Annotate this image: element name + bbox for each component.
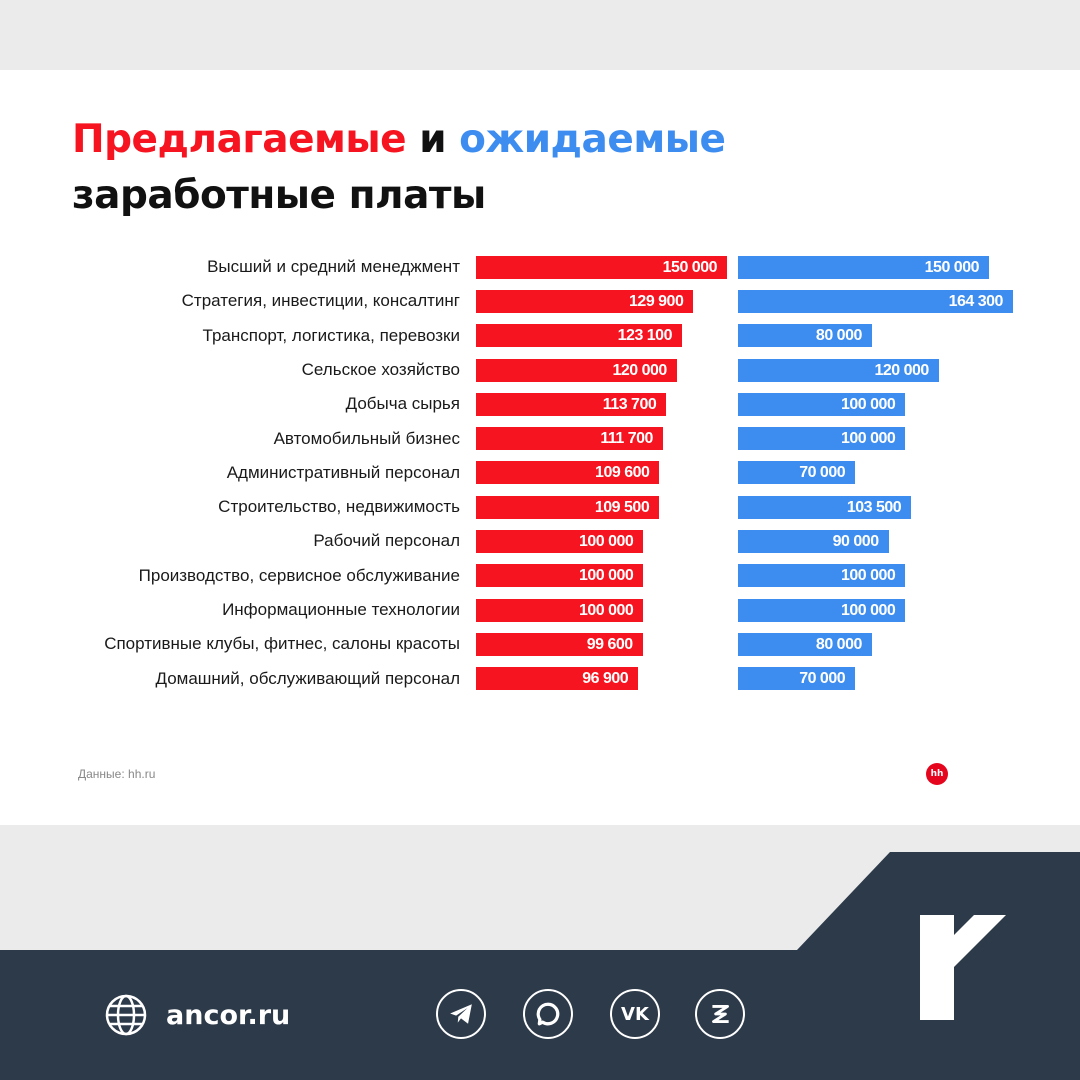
bar-offered: 120 000 xyxy=(476,358,677,382)
bar-value-label: 80 000 xyxy=(815,635,862,653)
bar-value-label: 100 000 xyxy=(840,430,896,448)
category-label: Стратегия, инвестиции, консалтинг xyxy=(181,291,460,311)
bar-value-label: 90 000 xyxy=(832,533,879,551)
bar-expected: 150 000 xyxy=(738,255,989,279)
bar-value-label: 100 000 xyxy=(578,533,634,551)
bar-value-label: 96 900 xyxy=(582,670,629,688)
globe-icon xyxy=(105,994,147,1036)
bar-value-label: 100 000 xyxy=(840,395,896,413)
bar-value-label: 164 300 xyxy=(948,292,1004,310)
bar-expected: 103 500 xyxy=(738,495,912,519)
bar-offered: 129 900 xyxy=(476,289,694,313)
category-label: Домашний, обслуживающий персонал xyxy=(155,668,460,688)
bar-value-label: 103 500 xyxy=(846,498,902,516)
category-label: Автомобильный бизнес xyxy=(273,428,460,448)
bar-value-label: 70 000 xyxy=(799,464,846,482)
category-label: Сельское хозяйство xyxy=(301,359,460,379)
bar-offered: 150 000 xyxy=(476,255,727,279)
bar-value-label: 111 700 xyxy=(600,430,653,448)
category-label: Спортивные клубы, фитнес, салоны красоты xyxy=(104,634,460,654)
bar-expected: 70 000 xyxy=(738,667,856,691)
bar-value-label: 100 000 xyxy=(578,567,634,585)
bar-offered: 99 600 xyxy=(476,632,643,656)
hh-logo: hh xyxy=(926,763,948,785)
bar-value-label: 100 000 xyxy=(840,601,896,619)
bar-offered: 123 100 xyxy=(476,324,682,348)
bar-value-label: 150 000 xyxy=(662,258,718,276)
telegram-icon xyxy=(450,1004,472,1024)
category-label: Производство, сервисное обслуживание xyxy=(138,565,460,585)
bar-offered: 113 700 xyxy=(476,392,667,416)
bar-offered: 100 000 xyxy=(476,530,644,554)
bar-expected: 100 000 xyxy=(738,427,906,451)
footer-banner xyxy=(0,852,1080,1080)
category-label: Рабочий персонал xyxy=(313,531,460,551)
category-label: Информационные технологии xyxy=(222,600,460,619)
bar-expected: 70 000 xyxy=(738,461,856,485)
site-text: ancor.ru xyxy=(166,999,291,1031)
vk-icon: VK xyxy=(621,1003,649,1025)
bar-value-label: 70 000 xyxy=(799,670,846,688)
bar-offered: 111 700 xyxy=(476,427,663,451)
bar-value-label: 113 700 xyxy=(602,395,657,413)
zen-button[interactable] xyxy=(695,989,745,1039)
bar-offered: 96 900 xyxy=(476,667,639,691)
bar-offered: 109 600 xyxy=(476,461,660,485)
bar-value-label: 123 100 xyxy=(617,327,673,345)
zen-icon xyxy=(712,1005,729,1023)
category-label: Высший и средний менеджмент xyxy=(207,257,460,276)
bar-value-label: 100 000 xyxy=(840,567,896,585)
bar-expected: 90 000 xyxy=(738,530,889,554)
telegram-button[interactable] xyxy=(436,989,486,1039)
title-expected: ожидаемые xyxy=(459,117,726,162)
bar-value-label: 99 600 xyxy=(586,635,633,653)
title-conjunction: и xyxy=(406,117,460,162)
bar-expected: 120 000 xyxy=(738,358,939,382)
bar-value-label: 100 000 xyxy=(578,601,634,619)
site-link[interactable]: ancor.ru xyxy=(104,993,290,1037)
bar-expected: 164 300 xyxy=(738,289,1013,313)
bar-expected: 100 000 xyxy=(738,598,906,622)
bar-value-label: 80 000 xyxy=(815,327,862,345)
bar-value-label: 120 000 xyxy=(612,361,667,379)
bar-offered: 109 500 xyxy=(476,495,660,519)
max-button[interactable] xyxy=(523,989,573,1039)
max-messenger-icon xyxy=(536,1002,560,1026)
bar-value-label: 120 000 xyxy=(874,361,929,379)
chart-title: Предлагаемые и ожидаемые заработные платы xyxy=(72,112,726,224)
category-label: Строительство, недвижимость xyxy=(218,497,460,517)
ancor-logo xyxy=(920,915,1006,1020)
bar-expected: 100 000 xyxy=(738,564,906,588)
bar-expected: 80 000 xyxy=(738,632,872,656)
category-label: Добыча сырья xyxy=(345,394,460,414)
bar-expected: 100 000 xyxy=(738,392,906,416)
title-line2: заработные платы xyxy=(72,173,486,218)
vk-button[interactable]: VK xyxy=(610,989,660,1039)
source-note: Данные: hh.ru xyxy=(78,767,156,781)
bar-offered: 100 000 xyxy=(476,598,644,622)
bar-offered: 100 000 xyxy=(476,564,644,588)
bar-value-label: 109 600 xyxy=(595,464,650,482)
bar-value-label: 150 000 xyxy=(924,258,980,276)
bar-expected: 80 000 xyxy=(738,324,872,348)
bar-value-label: 109 500 xyxy=(594,498,650,516)
title-offered: Предлагаемые xyxy=(72,117,407,162)
bar-value-label: 129 900 xyxy=(629,292,684,310)
category-label: Транспорт, логистика, перевозки xyxy=(202,325,460,345)
category-label: Административный персонал xyxy=(226,462,460,482)
